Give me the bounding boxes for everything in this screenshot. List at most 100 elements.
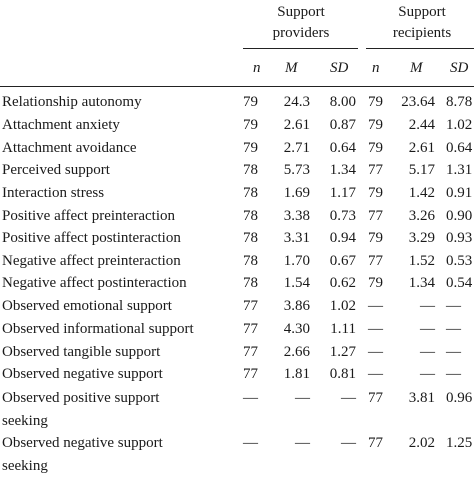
- providers-n-header: n: [253, 60, 261, 76]
- provider-n-cell: 78: [243, 185, 258, 201]
- recipient-m-cell: 5.17: [408, 162, 435, 178]
- provider-n-cell: 77: [243, 366, 258, 382]
- provider-m-cell: 3.86: [283, 298, 310, 314]
- row-label: Negative affect preinteraction: [2, 253, 181, 269]
- recipient-m-cell: 23.64: [401, 94, 435, 110]
- provider-m-cell: 5.73: [283, 162, 310, 178]
- provider-sd-cell: 0.94: [329, 230, 356, 246]
- provider-m-cell: 3.38: [283, 208, 310, 224]
- provider-m-cell: 24.3: [283, 94, 310, 110]
- provider-n-cell: —: [243, 435, 258, 451]
- column-header-rule: [0, 86, 474, 87]
- row-label: Attachment avoidance: [2, 140, 137, 156]
- recipients-m-header: M: [410, 60, 423, 76]
- recipient-n-cell: 77: [368, 435, 383, 451]
- recipient-m-cell: 1.52: [408, 253, 435, 269]
- recipient-n-cell: 77: [368, 253, 383, 269]
- recipient-m-cell: 3.26: [408, 208, 435, 224]
- provider-sd-cell: 1.11: [330, 321, 356, 337]
- recipient-m-cell: 3.29: [408, 230, 435, 246]
- recipient-m-cell: 1.34: [408, 275, 435, 291]
- row-label: Observed negative support: [2, 435, 163, 451]
- row-label: Observed positive support: [2, 390, 160, 406]
- recipient-m-cell: —: [420, 344, 435, 360]
- provider-m-cell: 2.61: [283, 117, 310, 133]
- recipients-sd-header: SD: [450, 60, 469, 76]
- recipient-sd-cell: 1.02: [446, 117, 473, 133]
- provider-n-cell: 77: [243, 344, 258, 360]
- provider-m-cell: 1.81: [283, 366, 310, 382]
- provider-n-cell: 77: [243, 321, 258, 337]
- row-label: Relationship autonomy: [2, 94, 142, 110]
- row-label: Perceived support: [2, 162, 110, 178]
- providers-m-header: M: [285, 60, 298, 76]
- row-label: Negative affect postinteraction: [2, 275, 187, 291]
- row-label: Positive affect postinteraction: [2, 230, 181, 246]
- recipients-header-rule: [366, 48, 474, 49]
- row-label-continuation: seeking: [2, 458, 48, 474]
- provider-sd-cell: 0.87: [329, 117, 356, 133]
- support-providers-header-line2: providers: [272, 25, 330, 41]
- provider-sd-cell: 0.62: [329, 275, 356, 291]
- recipient-sd-cell: 0.53: [446, 253, 473, 269]
- provider-sd-cell: 1.17: [329, 185, 356, 201]
- recipient-sd-cell: 8.78: [446, 94, 473, 110]
- provider-m-cell: 1.54: [283, 275, 310, 291]
- recipient-sd-cell: 0.93: [446, 230, 473, 246]
- provider-n-cell: 79: [243, 94, 258, 110]
- provider-n-cell: 79: [243, 117, 258, 133]
- recipient-sd-cell: —: [446, 321, 461, 337]
- provider-n-cell: 78: [243, 275, 258, 291]
- row-label: Observed informational support: [2, 321, 194, 337]
- provider-sd-cell: 0.73: [329, 208, 356, 224]
- recipient-n-cell: 77: [368, 208, 383, 224]
- provider-m-cell: 4.30: [283, 321, 310, 337]
- row-label: Observed negative support: [2, 366, 163, 382]
- recipient-m-cell: —: [420, 298, 435, 314]
- provider-n-cell: 78: [243, 208, 258, 224]
- recipient-sd-cell: 1.25: [446, 435, 473, 451]
- recipient-sd-cell: 0.64: [446, 140, 473, 156]
- recipient-sd-cell: —: [446, 344, 461, 360]
- recipient-n-cell: 79: [368, 140, 383, 156]
- provider-sd-cell: 0.81: [329, 366, 356, 382]
- recipients-n-header: n: [372, 60, 380, 76]
- recipient-sd-cell: 0.96: [446, 390, 473, 406]
- support-recipients-header: Support recipients: [370, 2, 474, 44]
- provider-n-cell: 77: [243, 298, 258, 314]
- provider-m-cell: 2.66: [283, 344, 310, 360]
- recipient-n-cell: —: [368, 366, 383, 382]
- recipient-sd-cell: 0.91: [446, 185, 473, 201]
- support-providers-header: Support providers: [246, 2, 356, 44]
- provider-sd-cell: 1.27: [329, 344, 356, 360]
- provider-n-cell: 78: [243, 162, 258, 178]
- row-label-continuation: seeking: [2, 413, 48, 429]
- provider-n-cell: 78: [243, 253, 258, 269]
- recipient-n-cell: 77: [368, 162, 383, 178]
- recipient-m-cell: 2.61: [408, 140, 435, 156]
- provider-m-cell: 1.69: [283, 185, 310, 201]
- recipient-n-cell: 77: [368, 390, 383, 406]
- recipient-sd-cell: —: [446, 366, 461, 382]
- row-label: Observed emotional support: [2, 298, 172, 314]
- recipient-n-cell: —: [368, 298, 383, 314]
- recipient-m-cell: 2.02: [408, 435, 435, 451]
- recipient-sd-cell: 0.54: [446, 275, 473, 291]
- recipient-n-cell: 79: [368, 230, 383, 246]
- providers-sd-header: SD: [330, 60, 349, 76]
- recipient-n-cell: 79: [368, 94, 383, 110]
- row-label: Positive affect preinteraction: [2, 208, 175, 224]
- provider-m-cell: —: [295, 390, 310, 406]
- provider-m-cell: 1.70: [283, 253, 310, 269]
- provider-m-cell: 3.31: [283, 230, 310, 246]
- recipient-sd-cell: 0.90: [446, 208, 473, 224]
- recipient-m-cell: —: [420, 321, 435, 337]
- support-providers-header-line1: Support: [277, 4, 325, 20]
- recipient-m-cell: 2.44: [408, 117, 435, 133]
- recipient-m-cell: —: [420, 366, 435, 382]
- provider-m-cell: 2.71: [283, 140, 310, 156]
- providers-header-rule: [243, 48, 358, 49]
- recipient-n-cell: 79: [368, 185, 383, 201]
- recipient-n-cell: 79: [368, 275, 383, 291]
- recipient-sd-cell: —: [446, 298, 461, 314]
